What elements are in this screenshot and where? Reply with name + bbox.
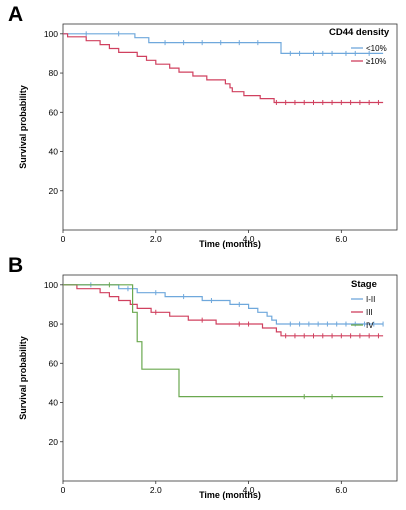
panel-b-y-tick-label: 40: [49, 398, 59, 408]
panel-a-x-axis-title: Time (months): [199, 239, 261, 249]
panel-b-x-tick-label: 2.0: [150, 485, 162, 495]
panel-b-legend-label-iii: III: [366, 308, 373, 317]
panel-b-series-iii-line: [63, 284, 384, 337]
panel-b-y-tick-label: 20: [49, 437, 59, 447]
panel-a-series-layer: [63, 31, 384, 105]
panel-a-y-tick-label: 40: [49, 147, 59, 157]
panel-b-y-tick-label: 80: [49, 319, 59, 329]
panel-b-letter: B: [8, 254, 23, 277]
panel-a-x-tick-label: 2.0: [150, 234, 162, 244]
panel-b-legend-label-i-ii: I-II: [366, 295, 375, 304]
panel-a-legend-label-ge10: ≥10%: [366, 57, 386, 66]
panel-b-y-ticks: 20 40 60 80 100: [44, 280, 63, 447]
panel-b-x-tick-label: 6.0: [335, 485, 347, 495]
panel-a-x-tick-label: 4.0: [243, 234, 255, 244]
panel-a-y-tick-label: 60: [49, 107, 59, 117]
panel-b-plot-frame: [62, 274, 398, 482]
panel-b-y-axis-title: Survival probability: [18, 336, 28, 420]
panel-a-letter: A: [8, 3, 23, 26]
panel-a-x-ticks: 0 2.0 4.0 6.0: [61, 230, 348, 244]
panel-a-plot-frame: [62, 23, 398, 231]
panel-a-x-tick-label: 0: [61, 234, 66, 244]
panel-b-series-layer: [63, 282, 384, 400]
panel-b-x-axis-title: Time (months): [199, 490, 261, 500]
panel-a-legend: CD44 density <10% ≥10%: [329, 27, 390, 66]
panel-b-x-ticks: 0 2.0 4.0 6.0: [61, 481, 348, 495]
panel-a-x-tick-label: 6.0: [335, 234, 347, 244]
panel-b: B 20 40 60 80 100 0 2.0 4.0 6.0 Time (months) S…: [8, 254, 398, 500]
panel-b-x-tick-label: 4.0: [243, 485, 255, 495]
panel-a-series-lt10-line: [63, 33, 384, 54]
panel-b-series-iv-line: [63, 284, 384, 398]
panel-b-legend: Stage I-II III IV: [351, 279, 377, 330]
panel-b-series-i-ii-line: [63, 284, 384, 325]
panel-a-y-tick-label: 20: [49, 186, 59, 196]
panel-a-y-ticks: 20 40 60 80 100: [44, 29, 63, 196]
panel-b-legend-title: Stage: [351, 279, 377, 290]
panel-b-x-tick-label: 0: [61, 485, 66, 495]
panel-a-series-ge10-line: [63, 33, 384, 104]
panel-b-y-tick-label: 60: [49, 358, 59, 368]
panel-a-y-axis-title: Survival probability: [18, 85, 28, 169]
panel-a-legend-label-lt10: <10%: [366, 44, 387, 53]
panel-a-legend-title: CD44 density: [329, 27, 390, 38]
panel-a-y-tick-label: 80: [49, 68, 59, 78]
panel-b-legend-label-iv: IV: [366, 321, 374, 330]
panel-a-y-tick-label: 100: [44, 29, 58, 39]
panel-a: A 20 40 60 80 100 0 2.0 4.0 6.0 Time (months) S…: [8, 3, 398, 249]
panel-b-y-tick-label: 100: [44, 280, 58, 290]
